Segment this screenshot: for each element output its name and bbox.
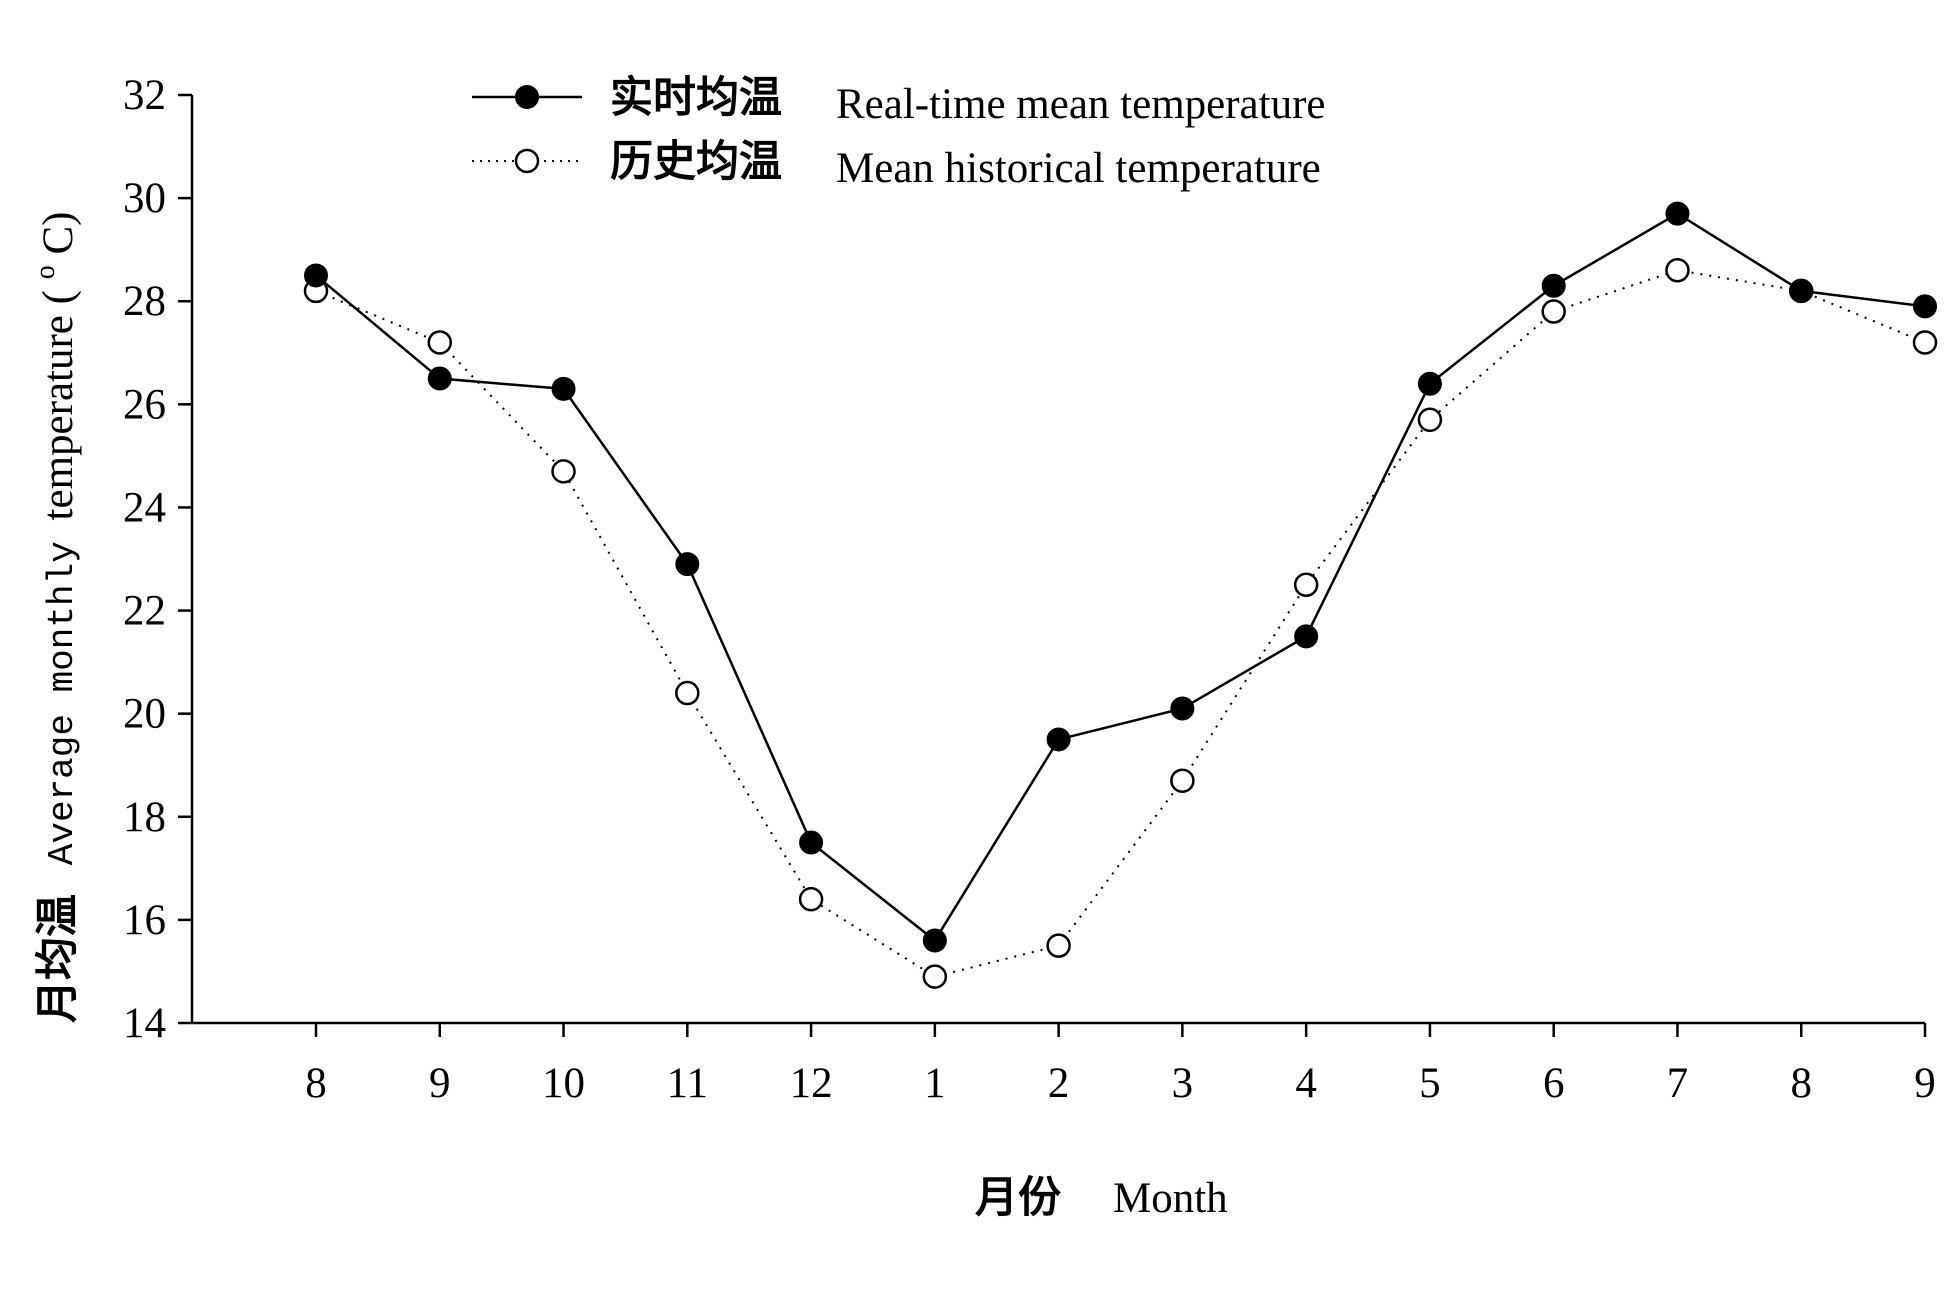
series-layer [303,201,1938,989]
x-tick-label: 8 [1790,1060,1812,1107]
y-tick-label: 28 [123,278,166,325]
x-tick-label: 5 [1419,1060,1441,1107]
historical-point [1912,330,1938,355]
historical-point [1665,258,1690,283]
realtime-point [1046,727,1071,752]
y-axis-title-sup: o [30,265,61,279]
y-tick-label: 30 [123,175,166,222]
x-tick-label: 8 [305,1060,327,1107]
legend-historical-marker [514,148,540,174]
x-tick-label: 3 [1172,1060,1194,1107]
historical-point [1541,299,1566,324]
legend-realtime-marker [515,85,539,109]
legend-realtime-label-cn: 实时均温 [610,73,782,123]
x-tick-label: 7 [1667,1060,1689,1107]
x-tick-label: 1 [924,1060,946,1107]
realtime-point [1665,201,1690,226]
x-tick-label: 11 [667,1060,708,1107]
y-axis-title-text: 月均温 Average monthly temperature ( o C) [17,212,83,1023]
y-axis-title-unit: C) [35,212,82,255]
x-tick-label: 4 [1295,1060,1317,1107]
x-tick-label: 10 [542,1060,585,1107]
realtime-point [922,928,947,953]
x-tick-label: 9 [1914,1060,1936,1107]
y-tick-label: 16 [123,897,166,944]
historical-point [675,680,700,706]
realtime-point [1294,624,1319,649]
realtime-point [1541,273,1566,298]
realtime-point [1170,696,1195,721]
historical-point [798,887,824,912]
y-axis-title-en-serif: temperature ( [35,290,82,520]
y-tick-label: 24 [123,484,166,531]
legend-realtime-label-en: Real-time mean temperature [836,81,1325,128]
y-tick-label: 18 [123,794,166,841]
realtime-point [427,366,452,391]
historical-series-line [315,269,1926,978]
historical-point [1046,933,1071,958]
realtime-point [304,263,328,288]
x-axis-title-cn: 月份 [975,1173,1061,1223]
y-tick-label: 22 [123,588,166,635]
historical-point [427,330,453,355]
realtime-point [799,830,824,855]
realtime-point [1913,294,1937,319]
realtime-point [1789,278,1814,303]
y-axis-title: 月均温 Average monthly temperature ( o C) [17,212,83,1023]
x-axis-title-en: Month [1113,1175,1228,1222]
legend: 实时均温 Real-time mean temperature 历史均温 Mea… [472,73,1325,192]
historical-point [1417,407,1443,433]
legend-historical-label-en: Mean historical temperature [836,145,1321,192]
legend-historical-label-cn: 历史均温 [610,137,782,187]
x-tick-label: 9 [429,1060,451,1107]
realtime-series-line [315,212,1926,943]
historical-point [551,459,576,484]
y-tick-label: 32 [123,72,166,119]
historical-point [1170,768,1195,793]
x-tick-label: 12 [790,1060,833,1107]
realtime-point [551,376,576,401]
x-tick-label: 2 [1048,1060,1070,1107]
x-axis-title: 月份 Month [975,1173,1228,1223]
historical-point [922,964,948,989]
y-tick-label: 14 [123,1000,166,1047]
realtime-point [675,552,700,577]
y-axis-title-cn: 月均温 [33,894,83,1023]
historical-point [1293,572,1319,598]
y-tick-label: 26 [123,381,166,428]
x-tick-label: 6 [1543,1060,1565,1107]
y-tick-label: 20 [123,691,166,738]
y-axis-title-en-mono: Average monthly [42,541,83,865]
realtime-point [1417,371,1442,396]
